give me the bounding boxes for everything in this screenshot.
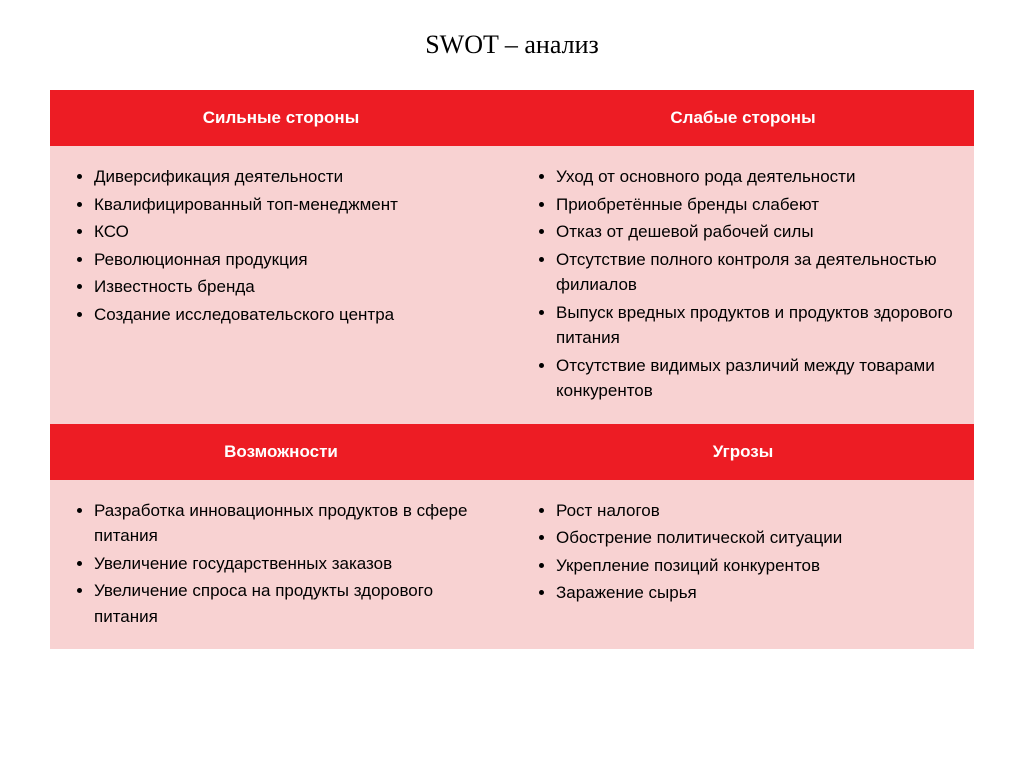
list-item: Заражение сырья [556, 580, 954, 606]
threats-list: Рост налогов Обострение политической сит… [532, 498, 954, 606]
top-content-row: Диверсификация деятельности Квалифициров… [50, 146, 974, 424]
list-item: Квалифицированный топ-менеджмент [94, 192, 492, 218]
list-item: Уход от основного рода деятельности [556, 164, 954, 190]
list-item: Увеличение государственных заказов [94, 551, 492, 577]
list-item: Отсутствие полного контроля за деятельно… [556, 247, 954, 298]
strengths-list: Диверсификация деятельности Квалифициров… [70, 164, 492, 327]
strengths-cell: Диверсификация деятельности Квалифициров… [50, 146, 512, 424]
opportunities-cell: Разработка инновационных продуктов в сфе… [50, 480, 512, 650]
swot-title: SWOT – анализ [50, 30, 974, 60]
threats-cell: Рост налогов Обострение политической сит… [512, 480, 974, 650]
list-item: Приобретённые бренды слабеют [556, 192, 954, 218]
list-item: Отказ от дешевой рабочей силы [556, 219, 954, 245]
weaknesses-cell: Уход от основного рода деятельности Прио… [512, 146, 974, 424]
top-header-row: Сильные стороны Слабые стороны [50, 90, 974, 146]
list-item: КСО [94, 219, 492, 245]
list-item: Создание исследовательского центра [94, 302, 492, 328]
list-item: Отсутствие видимых различий между товара… [556, 353, 954, 404]
list-item: Известность бренда [94, 274, 492, 300]
list-item: Революционная продукция [94, 247, 492, 273]
list-item: Разработка инновационных продуктов в сфе… [94, 498, 492, 549]
list-item: Обострение политической ситуации [556, 525, 954, 551]
threats-header: Угрозы [512, 424, 974, 480]
list-item: Диверсификация деятельности [94, 164, 492, 190]
list-item: Выпуск вредных продуктов и продуктов здо… [556, 300, 954, 351]
bottom-header-row: Возможности Угрозы [50, 424, 974, 480]
list-item: Рост налогов [556, 498, 954, 524]
weaknesses-list: Уход от основного рода деятельности Прио… [532, 164, 954, 404]
bottom-content-row: Разработка инновационных продуктов в сфе… [50, 480, 974, 650]
opportunities-header: Возможности [50, 424, 512, 480]
list-item: Укрепление позиций конкурентов [556, 553, 954, 579]
strengths-header: Сильные стороны [50, 90, 512, 146]
weaknesses-header: Слабые стороны [512, 90, 974, 146]
opportunities-list: Разработка инновационных продуктов в сфе… [70, 498, 492, 630]
list-item: Увеличение спроса на продукты здорового … [94, 578, 492, 629]
swot-table: Сильные стороны Слабые стороны Диверсифи… [50, 90, 974, 649]
